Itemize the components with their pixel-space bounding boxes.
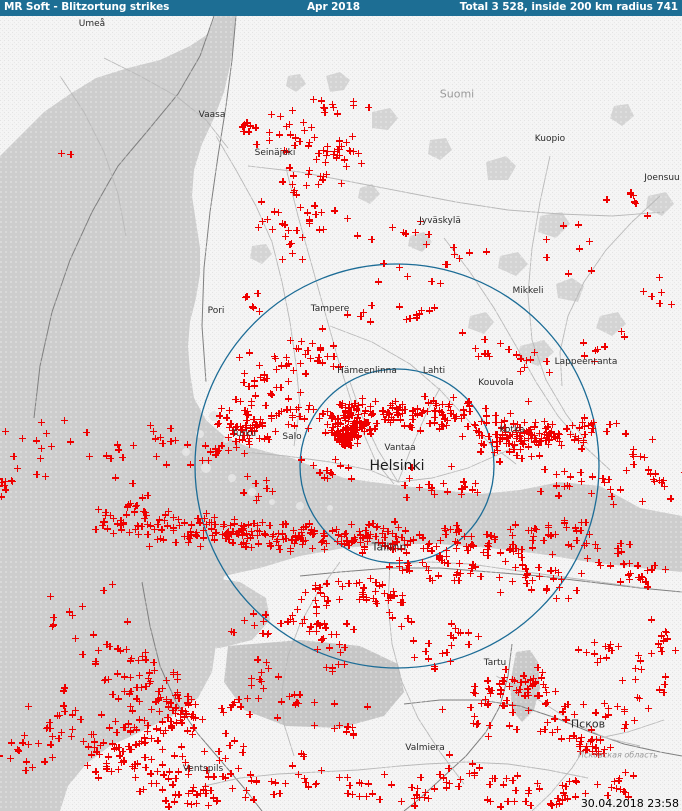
period-label: Apr 2018 [307,1,360,13]
title-bar: MR Soft - Blitzortung strikes Apr 2018 T… [0,0,682,16]
strike-summary: Total 3 528, inside 200 km radius 741 [459,1,678,13]
ring-100km [299,368,495,564]
timestamp-label: 30.04.2018 23:58 [580,797,679,810]
app-title: MR Soft - Blitzortung strikes [4,1,170,13]
map-canvas[interactable]: Umeå Vaasa Seinäjoki Suomi Kuopio Joensuu Jyvä… [0,16,682,811]
ring-200km [194,263,600,669]
radius-rings-layer [194,263,600,669]
